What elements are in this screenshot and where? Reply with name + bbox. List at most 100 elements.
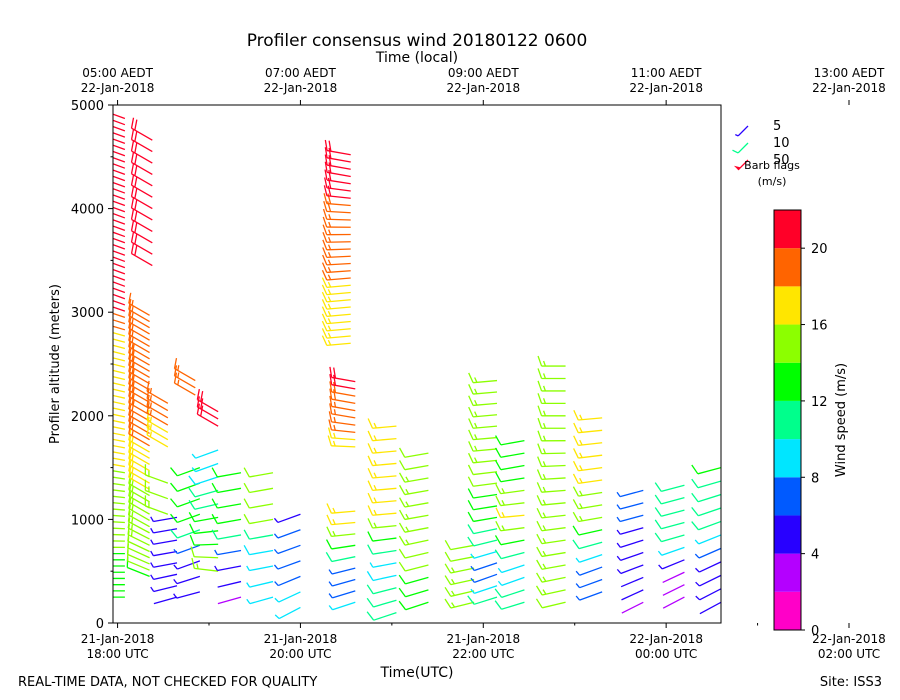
wind-barb <box>113 577 125 580</box>
wind-barb <box>468 372 498 384</box>
wind-barb <box>113 571 125 573</box>
wind-barb <box>367 480 397 492</box>
wind-barb <box>326 503 356 514</box>
wind-barb <box>113 132 126 138</box>
wind-barb <box>113 287 126 294</box>
wind-barb <box>467 500 498 511</box>
wind-barbs <box>113 113 721 621</box>
top-tick-date: 22-Jan-2018 <box>812 81 886 95</box>
wind-barb <box>211 529 242 540</box>
bottom-tick-time: 22:00 UTC <box>452 647 514 661</box>
wind-barb <box>130 242 153 267</box>
colorbar-tick-label: 16 <box>811 319 828 334</box>
wind-barb <box>536 507 566 519</box>
wind-barb <box>196 396 219 420</box>
wind-barb <box>246 580 274 588</box>
top-tick-time: 07:00 AEDT <box>265 66 336 80</box>
colorbar-tick-label: 8 <box>811 471 819 486</box>
wind-barb <box>113 293 126 300</box>
wind-barb <box>113 559 125 561</box>
wind-barb <box>470 550 498 559</box>
plot-frame <box>112 104 722 624</box>
wind-speed-colorbar: 0 4 8 12 16 20 <box>773 209 828 639</box>
wind-barb <box>321 291 351 303</box>
wind-barb <box>113 533 125 536</box>
wind-barb <box>144 495 169 515</box>
wind-barb <box>494 600 525 610</box>
wind-barb <box>536 546 566 558</box>
wind-barb <box>113 306 126 312</box>
wind-barb <box>113 540 125 542</box>
wind-barb <box>444 598 475 609</box>
wind-barb <box>153 596 178 605</box>
bottom-tick-date: 22-Jan-2018 <box>812 632 886 646</box>
wind-barb <box>113 125 126 132</box>
wind-barb <box>467 595 498 605</box>
colorbar-tick-label: 12 <box>811 395 828 410</box>
wind-barb <box>246 565 274 572</box>
wind-barb <box>150 573 178 581</box>
wind-barb <box>322 216 351 228</box>
wind-barb <box>321 277 351 289</box>
wind-barb <box>130 140 153 164</box>
wind-barb <box>321 299 351 310</box>
wind-barb <box>616 527 644 535</box>
wind-barb <box>398 548 429 559</box>
wind-barb <box>127 504 150 528</box>
wind-barb <box>146 388 169 412</box>
wind-barb <box>367 443 397 454</box>
wind-barb <box>324 161 351 178</box>
wind-barb <box>170 513 201 524</box>
wind-barb <box>113 596 125 598</box>
wind-barb <box>113 300 126 306</box>
wind-barb <box>494 549 525 560</box>
wind-barb <box>130 163 153 187</box>
wind-barb <box>575 578 603 589</box>
wind-barb <box>616 514 644 523</box>
wind-barb <box>537 443 566 455</box>
colorbar-segment <box>774 362 801 401</box>
wind-barb <box>573 435 603 447</box>
wind-barb <box>398 522 429 533</box>
x-axis-label: Time(UTC) <box>380 665 454 681</box>
wind-barb <box>537 380 566 392</box>
wind-barb <box>113 212 126 219</box>
wind-barb <box>127 510 150 534</box>
wind-barb <box>537 430 566 442</box>
colorbar-segment <box>774 324 801 363</box>
y-tick-label: 0 <box>96 617 104 632</box>
y-tick-label: 2000 <box>71 410 104 425</box>
wind-barb <box>329 366 356 383</box>
wind-barb <box>190 546 219 559</box>
wind-barb <box>324 139 351 156</box>
wind-barb <box>494 535 525 546</box>
wind-barb <box>621 589 644 601</box>
chart-title: Profiler consensus wind 20180122 0600 <box>247 31 588 51</box>
wind-barb <box>398 535 429 546</box>
wind-barb <box>130 117 153 141</box>
wind-barb <box>146 424 169 448</box>
top-tick-time: 11:00 AEDT <box>631 66 702 80</box>
wind-barb <box>113 489 125 493</box>
wind-barb <box>150 562 178 568</box>
colorbar-frame <box>773 209 802 631</box>
wind-barb <box>321 320 351 332</box>
wind-barb <box>113 219 126 225</box>
wind-barb <box>243 513 274 525</box>
wind-barb <box>495 507 525 519</box>
wind-barb <box>113 138 126 144</box>
wind-barb <box>329 403 356 419</box>
colorbar-segment <box>774 210 801 249</box>
wind-barb <box>468 418 498 429</box>
wind-barb <box>573 422 603 434</box>
wind-barb <box>694 534 721 545</box>
wind-barb <box>621 601 644 614</box>
plot-area <box>113 113 721 621</box>
wind-barb <box>573 410 603 421</box>
wind-barb <box>113 482 125 486</box>
wind-barb <box>537 417 566 429</box>
wind-barb <box>144 479 169 500</box>
wind-barb <box>113 231 126 238</box>
